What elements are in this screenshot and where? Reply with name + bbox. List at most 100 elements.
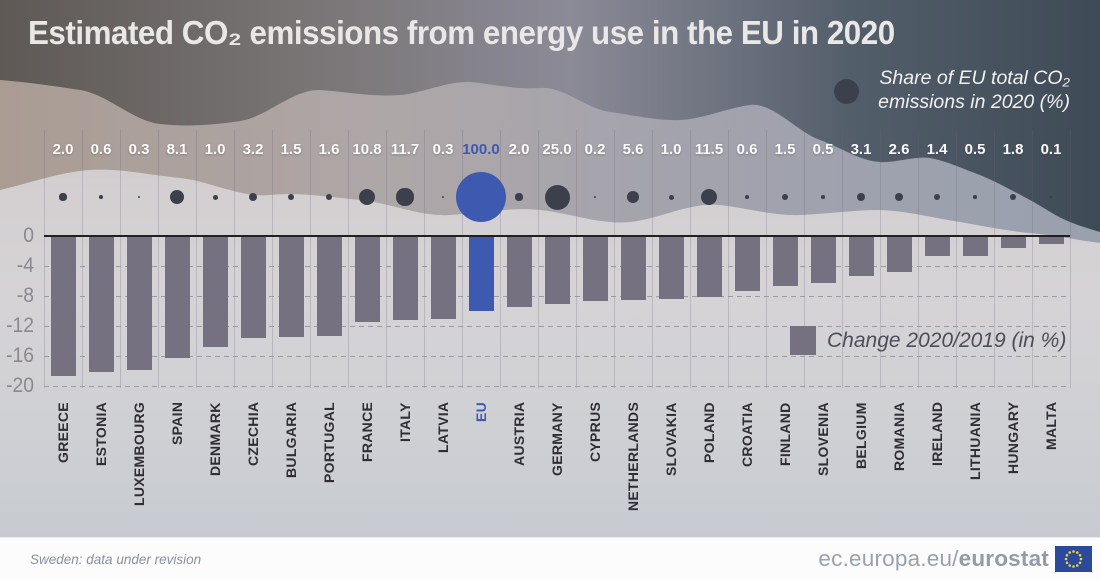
zero-axis-line bbox=[44, 235, 1070, 237]
gridline bbox=[44, 386, 1070, 387]
eurostat-url: ec.europa.eu/eurostat bbox=[818, 546, 1049, 572]
change-bar bbox=[316, 236, 342, 336]
country-label: FINLAND bbox=[777, 402, 793, 466]
column-gridline bbox=[956, 130, 957, 388]
bar-legend-swatch-icon bbox=[790, 326, 816, 355]
share-value: 3.2 bbox=[242, 141, 264, 158]
country-label: FRANCE bbox=[359, 402, 375, 463]
change-bar bbox=[658, 236, 684, 299]
column-gridline bbox=[310, 130, 311, 388]
column-gridline bbox=[804, 130, 805, 388]
share-value: 0.6 bbox=[90, 141, 112, 158]
change-bar bbox=[886, 236, 912, 272]
y-axis-tick-label: -16 bbox=[6, 344, 34, 367]
share-value: 0.5 bbox=[964, 141, 986, 158]
share-bubble bbox=[396, 188, 414, 206]
share-value: 0.1 bbox=[1040, 141, 1062, 158]
share-bubble bbox=[781, 193, 789, 201]
column-gridline bbox=[614, 130, 615, 388]
change-bar bbox=[506, 236, 532, 307]
share-bubble bbox=[456, 172, 506, 222]
share-bubble bbox=[745, 195, 749, 199]
bubble-legend-label: Share of EU total CO₂ emissions in 2020 … bbox=[750, 66, 1070, 114]
column-gridline bbox=[538, 130, 539, 388]
change-bar bbox=[354, 236, 380, 322]
country-label: NETHERLANDS bbox=[625, 402, 641, 512]
share-value: 8.1 bbox=[166, 141, 188, 158]
country-label: SLOVENIA bbox=[815, 402, 831, 476]
column-gridline bbox=[462, 130, 463, 388]
country-label: HUNGARY bbox=[1005, 402, 1021, 475]
change-bar bbox=[1038, 236, 1064, 244]
country-label: ROMANIA bbox=[891, 402, 907, 471]
country-label: MALTA bbox=[1043, 402, 1059, 451]
column-gridline bbox=[576, 130, 577, 388]
change-bar bbox=[392, 236, 418, 320]
chart-title: Estimated CO₂ emissions from energy use … bbox=[28, 14, 895, 51]
gridline bbox=[44, 326, 1070, 327]
column-gridline bbox=[348, 130, 349, 388]
share-bubble bbox=[59, 193, 67, 201]
share-bubble bbox=[358, 188, 376, 206]
column-gridline bbox=[918, 130, 919, 388]
country-label: CYPRUS bbox=[587, 402, 603, 463]
change-bar bbox=[544, 236, 570, 305]
country-label: CZECHIA bbox=[245, 402, 261, 467]
share-value: 1.5 bbox=[774, 141, 796, 158]
share-bubble bbox=[627, 191, 639, 203]
column-gridline bbox=[1070, 130, 1071, 388]
country-label: IRELAND bbox=[929, 402, 945, 467]
country-label: PORTUGAL bbox=[321, 402, 337, 483]
y-axis-tick-label: -8 bbox=[16, 284, 34, 307]
share-bubble bbox=[821, 195, 825, 199]
country-label: GREECE bbox=[55, 402, 71, 463]
column-gridline bbox=[994, 130, 995, 388]
change-bar bbox=[164, 236, 190, 358]
column-gridline bbox=[386, 130, 387, 388]
country-label: GERMANY bbox=[549, 402, 565, 476]
country-label: LUXEMBOURG bbox=[131, 402, 147, 507]
share-value: 11.5 bbox=[694, 141, 724, 158]
share-value: 25.0 bbox=[542, 141, 572, 158]
share-bubble bbox=[973, 195, 977, 199]
share-bubble bbox=[544, 184, 570, 210]
column-gridline bbox=[424, 130, 425, 388]
wave-dark bbox=[0, 0, 1100, 232]
column-gridline bbox=[196, 130, 197, 388]
column-gridline bbox=[728, 130, 729, 388]
share-value: 1.0 bbox=[660, 141, 682, 158]
share-value: 2.0 bbox=[52, 141, 74, 158]
share-bubble bbox=[934, 194, 940, 200]
share-bubble bbox=[287, 193, 295, 201]
footer-branding: ec.europa.eu/eurostat bbox=[818, 546, 1092, 572]
share-value: 2.0 bbox=[508, 141, 530, 158]
share-bubble bbox=[212, 194, 218, 200]
share-bubble bbox=[856, 192, 866, 202]
column-gridline bbox=[234, 130, 235, 388]
country-label: SLOVAKIA bbox=[663, 402, 679, 476]
share-value: 2.6 bbox=[888, 141, 910, 158]
country-label: BULGARIA bbox=[283, 402, 299, 479]
country-label: AUSTRIA bbox=[511, 402, 527, 467]
share-value: 5.6 bbox=[622, 141, 644, 158]
share-bubble bbox=[1009, 193, 1017, 201]
share-bubble bbox=[1050, 196, 1052, 198]
column-gridline bbox=[44, 130, 45, 388]
share-bubble bbox=[137, 195, 141, 199]
country-label: EU bbox=[473, 402, 489, 423]
change-bar bbox=[88, 236, 114, 372]
column-gridline bbox=[82, 130, 83, 388]
column-gridline bbox=[120, 130, 121, 388]
change-bar bbox=[126, 236, 152, 371]
share-value: 0.3 bbox=[432, 141, 454, 158]
share-value: 1.6 bbox=[318, 141, 340, 158]
share-bubble bbox=[441, 195, 445, 199]
share-value: 10.8 bbox=[352, 141, 382, 158]
url-prefix: ec.europa.eu/ bbox=[818, 546, 959, 571]
footer: Sweden: data under revision ec.europa.eu… bbox=[0, 537, 1100, 580]
change-bar bbox=[962, 236, 988, 256]
share-bubble bbox=[99, 195, 103, 199]
share-value: 1.5 bbox=[280, 141, 302, 158]
share-value: 0.6 bbox=[736, 141, 758, 158]
change-bar bbox=[734, 236, 760, 291]
